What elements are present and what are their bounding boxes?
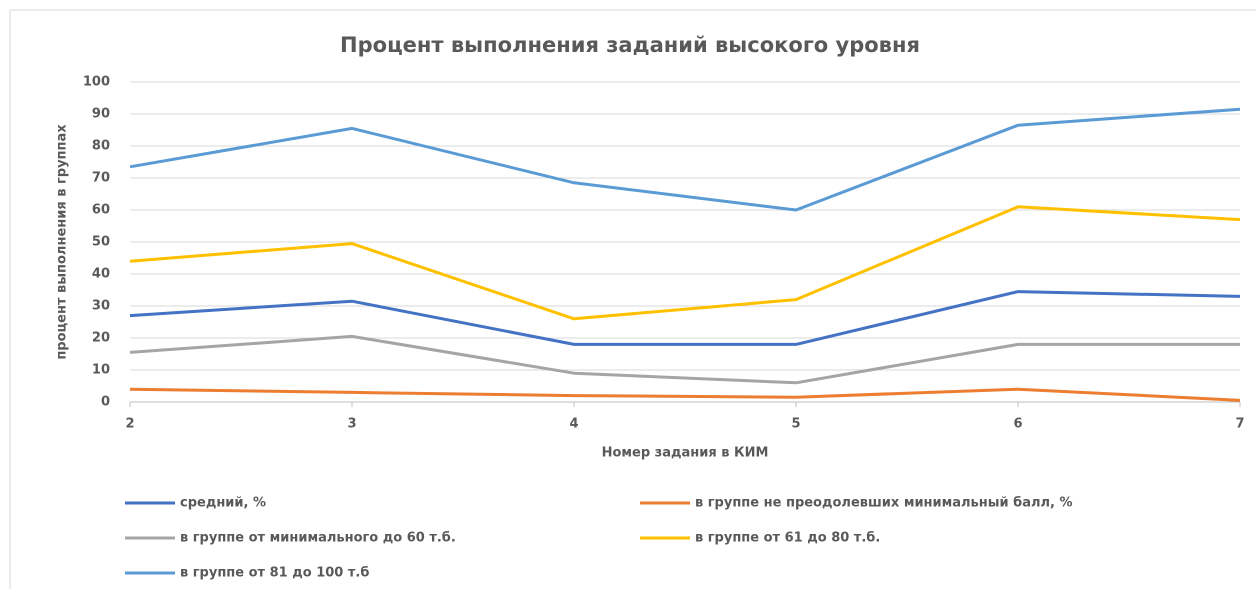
series-line	[129, 205, 1241, 321]
x-axis-label: Номер задания в КИМ	[602, 446, 769, 461]
legend-label: в группе не преодолевших минимальный бал…	[695, 496, 1073, 511]
series-line	[129, 107, 1241, 212]
x-tick-label: 7	[1235, 417, 1244, 432]
chart-title: Процент выполнения заданий высокого уров…	[340, 33, 920, 57]
y-tick-label: 20	[92, 331, 110, 346]
x-tick-label: 5	[791, 417, 800, 432]
y-axis-label: процент выполнения в группах	[55, 124, 70, 360]
y-tick-label: 30	[92, 299, 110, 314]
legend-label: средний, %	[180, 496, 266, 511]
y-tick-label: 40	[92, 267, 110, 282]
x-tick-label: 4	[569, 417, 578, 432]
y-tick-label: 0	[101, 395, 110, 410]
y-tick-label: 100	[83, 75, 110, 90]
x-tick-label: 6	[1013, 417, 1022, 432]
series-line	[129, 334, 1240, 385]
legend-label: в группе от 61 до 80 т.б.	[695, 531, 880, 546]
y-tick-label: 80	[92, 139, 110, 154]
y-tick-label: 70	[92, 171, 110, 186]
x-tick-label: 3	[347, 417, 356, 432]
series-line	[129, 387, 1241, 402]
y-tick-label: 90	[92, 107, 110, 122]
legend-label: в группе от минимального до 60 т.б.	[180, 531, 456, 546]
y-tick-label: 60	[92, 203, 110, 218]
x-tick-label: 2	[125, 417, 134, 432]
y-tick-label: 10	[92, 363, 110, 378]
y-tick-label: 50	[92, 235, 110, 250]
series-line	[129, 290, 1241, 346]
legend-label: в группе от 81 до 100 т.б	[180, 566, 369, 581]
